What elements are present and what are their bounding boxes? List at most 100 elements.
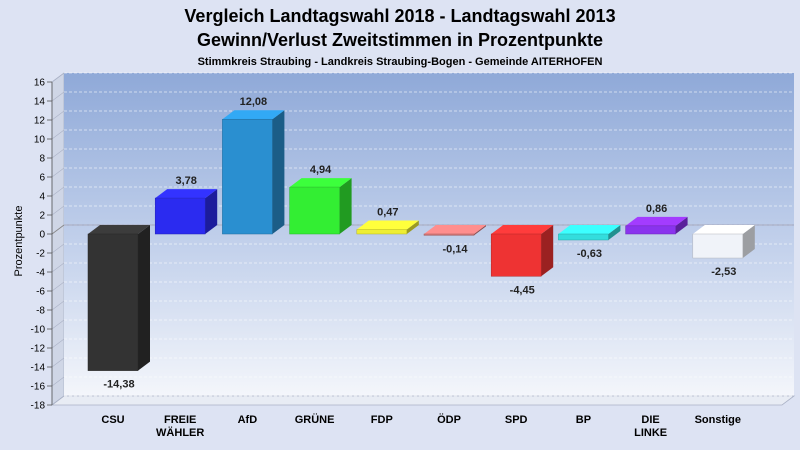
bar-side	[272, 110, 285, 234]
value-label: -4,45	[510, 284, 535, 296]
grid-line-side	[51, 357, 65, 368]
grid-line-side	[51, 205, 65, 216]
bar-side	[339, 178, 352, 234]
category-labels: CSU FREIE WÄHLER AfD GRÜNE FDP ÖDP SPD BP DIE LINK…	[101, 413, 741, 439]
category-label: ÖDP	[437, 413, 461, 426]
bar-side	[541, 225, 554, 277]
grid-line-side	[51, 319, 65, 330]
bar-top	[558, 225, 621, 234]
bar-top	[491, 225, 554, 234]
y-tick-label: -2	[36, 249, 45, 260]
category-label: AfD	[238, 414, 258, 426]
y-tick-label: -4	[36, 268, 45, 279]
bar-front	[222, 118, 273, 235]
y-tick-label: 4	[39, 192, 45, 203]
category-label: FREIE WÄHLER	[156, 414, 204, 439]
y-axis-label: Prozentpunkte	[13, 206, 25, 277]
value-label: 4,94	[310, 164, 332, 176]
y-tick-label: -8	[36, 306, 45, 317]
value-label: -0,63	[577, 248, 602, 260]
bar	[222, 110, 285, 235]
y-tick-label: 10	[34, 135, 46, 146]
grid-line-side	[51, 186, 65, 197]
y-tick-label: -16	[31, 382, 46, 393]
plot-floor	[50, 395, 796, 406]
y-tick-label: 16	[34, 78, 46, 89]
value-label: -2,53	[711, 266, 736, 278]
y-tick-label: 14	[34, 97, 46, 108]
bar	[558, 225, 621, 241]
y-tick-label: -6	[36, 287, 45, 298]
category-label: Sonstige	[695, 414, 741, 426]
y-tick-label: -12	[31, 344, 46, 355]
y-axis-ticks: 16 14 12 10 8 6 4 2 0 -2 -4 -6 -8 -10 -12 -14 -16 -18	[31, 78, 53, 412]
bar-front	[490, 233, 542, 277]
category-label: BP	[576, 414, 591, 426]
y-tick-label: 6	[39, 173, 45, 184]
bar-side	[608, 225, 621, 240]
grid-line-side	[51, 72, 65, 83]
value-label: -0,14	[442, 243, 468, 255]
bar-front	[154, 197, 206, 235]
grid-line-side	[51, 376, 65, 387]
bar-side	[474, 225, 486, 236]
bar	[625, 216, 688, 235]
bar-front	[625, 225, 676, 235]
grid-line-side	[51, 91, 65, 102]
bar-front	[692, 233, 744, 259]
category-label: FDP	[371, 414, 393, 426]
bar-side	[138, 225, 150, 371]
bar-front	[87, 233, 139, 371]
grid-line-side	[51, 110, 65, 121]
bar-front	[356, 229, 408, 235]
category-label: DIE LINKE	[634, 414, 667, 439]
bar-top	[155, 189, 218, 199]
chart-subtitle: Gewinn/Verlust Zweitstimmen in Prozentpu…	[197, 30, 603, 50]
grid-line-side	[51, 300, 65, 311]
value-label: 12,08	[240, 96, 268, 108]
grid-line-side	[51, 281, 65, 292]
bar-side	[675, 216, 688, 234]
bar-top	[222, 110, 285, 120]
bar-front	[423, 233, 475, 236]
chart-title: Vergleich Landtagswahl 2018 - Landtagswa…	[184, 6, 615, 26]
y-tick-label: 8	[39, 154, 45, 165]
plot-side-wall	[51, 72, 65, 406]
grid-line-side	[51, 262, 65, 273]
bar-top	[289, 178, 352, 188]
y-tick-label: -10	[31, 325, 46, 336]
value-label: 3,78	[175, 175, 196, 187]
bar-side	[406, 220, 419, 234]
value-label: -14,38	[103, 379, 134, 391]
grid-line-side	[51, 338, 65, 349]
value-labels: -14,38 3,78 12,08 4,94 0,47 -0,14 -4,45 -0,63 0,…	[103, 96, 736, 390]
bar-front	[289, 186, 340, 235]
y-tick-label: 2	[39, 211, 45, 222]
bar	[490, 225, 554, 277]
grid-line-side	[51, 148, 65, 159]
bar-side	[742, 225, 755, 259]
category-label: CSU	[101, 414, 124, 426]
category-label: GRÜNE	[295, 413, 335, 426]
grid-line-side	[51, 243, 65, 254]
value-label: 0,86	[646, 203, 667, 215]
bar-top	[424, 225, 486, 234]
bar	[423, 225, 486, 236]
y-tick-label: -18	[31, 401, 46, 412]
bar	[87, 225, 150, 371]
bar	[692, 225, 755, 259]
bar	[289, 178, 352, 235]
bars	[87, 110, 755, 371]
chart-subtitle-2: Stimmkreis Straubing - Landkreis Straubi…	[198, 56, 603, 68]
value-label: 0,47	[377, 207, 398, 219]
y-tick-label: -14	[31, 363, 46, 374]
bar	[356, 220, 419, 235]
category-label: SPD	[505, 414, 528, 426]
bar-top	[692, 225, 755, 234]
bar-top	[356, 220, 419, 230]
y-tick-label: 0	[39, 230, 45, 241]
bar-side	[205, 189, 218, 234]
bar-top	[625, 216, 688, 226]
y-tick-label: 12	[34, 116, 46, 127]
